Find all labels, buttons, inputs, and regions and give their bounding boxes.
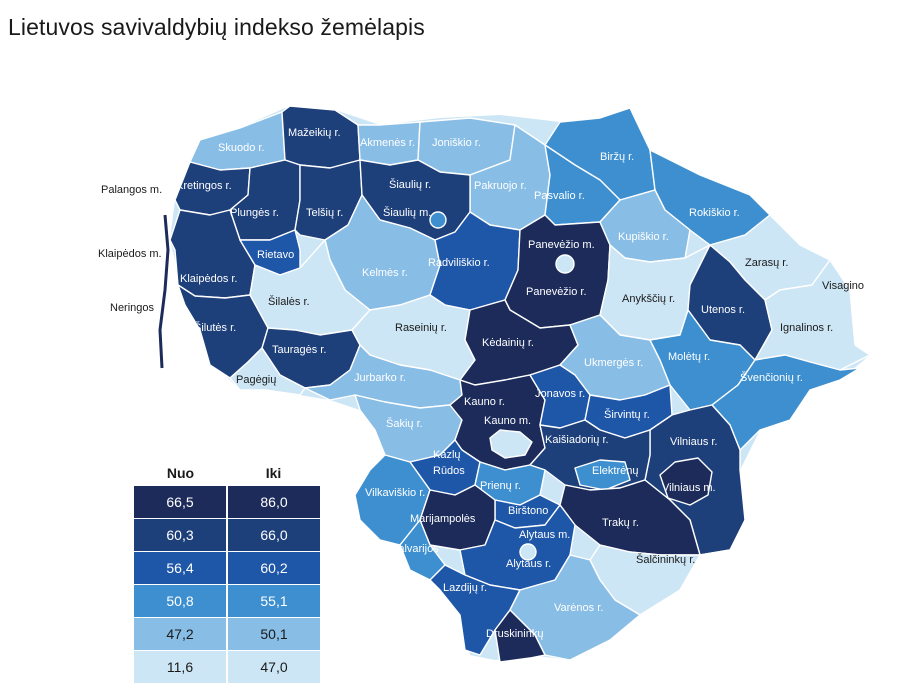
label-pakruojo: Pakruojo r. [474,180,527,192]
region-druskininku[interactable] [494,609,546,663]
label-ignalinos: Ignalinos r. [780,322,833,334]
label-elektrenu: Elektrėnų [592,465,638,477]
label-kupiskio: Kupiškio r. [618,231,669,243]
label-kazlu: Kazlų [433,449,461,461]
label-silutes: Šilutės r. [194,321,236,334]
label-kauno-r: Kauno r. [464,396,505,408]
legend-header-from: Nuo [166,465,195,481]
label-klaipedos-m: Klaipėdos m. [98,248,162,260]
legend-header-to: Iki [265,465,282,481]
label-kaisiadoriu: Kaišiadorių r. [545,434,609,446]
region-panevezio-m[interactable] [555,254,575,274]
label-panevezio-m: Panevėžio m. [528,239,595,251]
label-mazeikiu: Mažeikių r. [288,127,341,139]
region-siauliu-m[interactable] [429,211,447,229]
label-salcininku: Šalčininkų r. [636,553,695,566]
label-plunges: Plungės r. [230,207,279,219]
label-alytaus-r: Alytaus r. [506,558,551,570]
label-svencioniu: Švenčionių r. [740,371,803,384]
label-sakiu: Šakių r. [386,417,423,430]
label-telsiu: Telšių r. [306,207,343,219]
region-vilkaviskio[interactable] [354,454,431,546]
legend-from: 11,6 [134,651,228,683]
label-birstono: Birštono [508,505,548,517]
label-taurages: Tauragės r. [272,344,326,356]
label-moletu: Molėtų r. [668,351,710,363]
region-alytaus-m[interactable] [519,543,537,561]
legend-to: 55,1 [260,593,288,609]
label-varenos: Varėnos r. [554,602,603,614]
legend-from: 56,4 [134,552,228,584]
label-palangos: Palangos m. [101,184,162,196]
legend-to: 66,0 [260,527,288,543]
label-kelmes: Kelmės r. [362,267,408,279]
label-neringos: Neringos [110,302,155,314]
label-rokiskio: Rokiškio r. [689,207,740,219]
label-traku: Trakų r. [602,517,639,529]
legend-from: 50,8 [134,585,228,617]
label-raseiniu: Raseinių r. [395,322,447,334]
legend-to: 50,1 [260,626,288,642]
label-panevezio-r: Panevėžio r. [526,286,587,298]
legend-from: 60,3 [134,519,228,551]
label-rudos: Rūdos [433,465,465,477]
label-silales: Šilalės r. [268,295,310,308]
legend-from: 66,5 [134,486,228,518]
label-akmenes: Akmenės r. [360,137,415,149]
label-zarasu: Zarasų r. [745,257,788,269]
label-pagegiu: Pagėgių [236,374,276,386]
label-kedainiu: Kėdainių r. [482,337,534,349]
legend-to: 47,0 [260,659,288,675]
label-klaipedos-r: Klaipėdos r. [180,273,237,285]
label-skuodo: Skuodo r. [218,142,264,154]
region-elektrenu[interactable] [574,459,631,491]
label-alytaus-m: Alytaus m. [519,529,570,541]
label-lazdiju: Lazdijų r. [443,582,487,594]
legend-row: 60,3 66,0 [134,519,320,552]
label-jonavos: Jonavos r. [535,388,585,400]
legend-row: 66,5 86,0 [134,486,320,519]
region-panevezio-r[interactable] [504,214,611,329]
label-pasvalio: Pasvalio r. [534,190,585,202]
label-jurbarko: Jurbarko r. [354,372,406,384]
label-vilkaviskio: Vilkaviškio r. [365,487,425,499]
legend-header: Nuo Iki [134,460,320,486]
label-kretingos: Kretingos r. [176,180,232,192]
region-skuodo[interactable] [189,111,286,171]
label-anyksciu: Anykščių r. [622,293,675,305]
label-prienu: Prienų r. [480,480,521,492]
label-vilniaus-m: Vilniaus m. [662,482,716,494]
legend-row: 47,2 50,1 [134,618,320,651]
legend-to: 86,0 [260,494,288,510]
label-marijampoles: Marijampolės [410,513,476,525]
label-birzu: Biržų r. [600,151,634,163]
curonian-spit [158,214,170,369]
label-joniskio: Joniškio r. [432,137,481,149]
label-sirvintu: Širvintų r. [604,408,650,421]
region-kauno-m[interactable] [489,429,533,459]
map-title: Lietuvos savivaldybių indekso žemėlapis [8,14,425,40]
label-radviliskio: Radviliškio r. [428,257,490,269]
legend: Nuo Iki 66,5 86,0 60,3 66,0 56,4 60,2 50… [134,460,320,684]
label-kalvarijos: Kalvarijos [391,543,439,555]
label-kauno-m: Kauno m. [484,415,531,427]
legend-row: 50,8 55,1 [134,585,320,618]
label-druskininku: Druskininkų [486,628,543,640]
label-ukmerges: Ukmergės r. [584,357,643,369]
label-siauliu-r: Šiaulių r. [389,178,431,191]
legend-row: 11,6 47,0 [134,651,320,684]
label-visagino: Visagino [822,280,864,292]
label-rietavo: Rietavo [257,249,294,261]
legend-from: 47,2 [134,618,228,650]
region-vilniaus-m[interactable] [659,457,713,506]
legend-to: 60,2 [260,560,288,576]
legend-row: 56,4 60,2 [134,552,320,585]
label-utenos: Utenos r. [701,304,745,316]
label-siauliu-m: Šiaulių m. [383,206,431,219]
label-vilniaus-r: Vilniaus r. [670,436,718,448]
